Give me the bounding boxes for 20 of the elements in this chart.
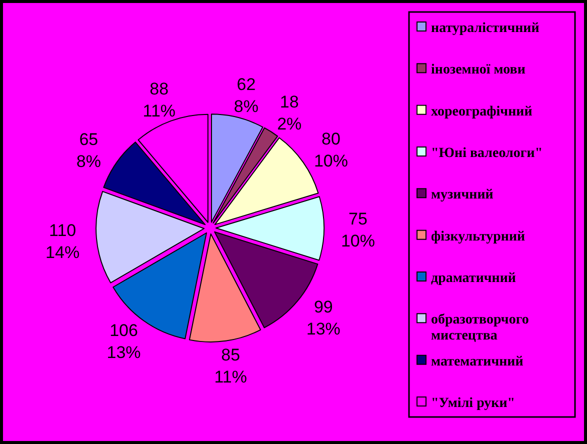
data-label: 110 14%: [46, 221, 80, 262]
data-label: 75 10%: [340, 210, 376, 251]
legend-label: "Умілі руки": [431, 396, 516, 411]
legend-label: натуралістичний: [431, 21, 540, 36]
legend-label: образотворчого мистецтва: [431, 312, 529, 344]
legend-label: фізкультурний: [431, 229, 526, 244]
data-label: 85 11%: [214, 346, 247, 387]
data-label: 88 11%: [142, 79, 176, 120]
legend-label: математичний: [431, 354, 524, 370]
data-label: 65 8%: [76, 130, 101, 171]
data-label: 106 13%: [106, 321, 141, 362]
legend-label: драматичний: [431, 271, 516, 286]
legend-label: музичний: [431, 188, 494, 203]
legend-label: хореографічний: [431, 104, 532, 120]
legend-label: іноземної мови: [431, 62, 526, 78]
data-label: 62 8%: [234, 75, 258, 116]
data-label: 99 13%: [306, 298, 340, 339]
legend-label: "Юні валеологи": [431, 146, 543, 161]
data-label: 18 2%: [277, 92, 302, 134]
data-label: 80 10%: [314, 129, 348, 170]
